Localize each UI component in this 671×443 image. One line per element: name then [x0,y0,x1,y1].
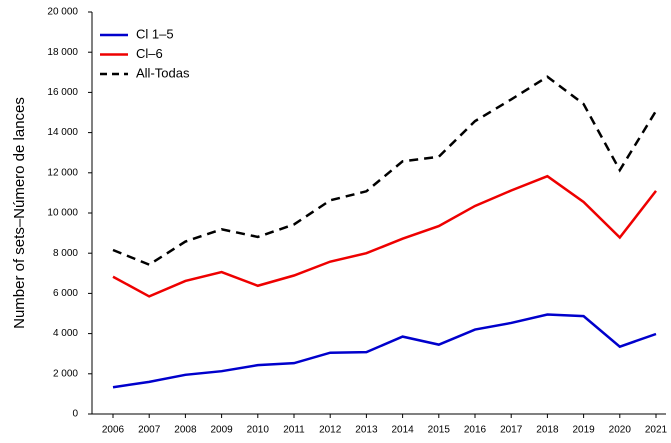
y-tick-label: 18 000 [47,47,78,58]
y-tick-label: 14 000 [47,127,78,138]
x-tick-label: 2019 [572,425,595,436]
y-tick-label: 2 000 [53,368,78,379]
x-tick-label: 2008 [174,425,197,436]
y-axis-label: Number of sets–Número de lances [11,97,28,329]
y-tick-label: 12 000 [47,167,78,178]
y-tick-label: 8 000 [53,248,78,259]
x-tick-label: 2009 [210,425,233,436]
series-line [112,174,657,298]
y-tick-label: 6 000 [53,288,78,299]
x-tick-label: 2013 [355,425,378,436]
x-tick-label: 2014 [391,425,414,436]
x-tick-label: 2021 [645,425,668,436]
x-tick-label: 2015 [428,425,451,436]
x-tick-label: 2006 [102,425,125,436]
y-tick-label: 0 [72,409,78,420]
legend-label: Cl 1–5 [136,26,174,41]
series-line [112,75,658,267]
y-tick-label: 16 000 [47,87,78,98]
series-line [112,313,657,389]
x-tick-label: 2007 [138,425,161,436]
x-tick-label: 2018 [536,425,559,436]
x-tick-label: 2010 [247,425,270,436]
y-tick-label: 10 000 [47,208,78,219]
x-tick-label: 2011 [283,425,305,436]
x-tick-label: 2017 [500,425,523,436]
y-tick-label: 20 000 [47,7,78,18]
x-tick-label: 2012 [319,425,342,436]
legend-label: Cl–6 [136,46,163,61]
x-tick-label: 2020 [609,425,632,436]
legend-label: All-Todas [136,65,190,80]
y-tick-label: 4 000 [53,328,78,339]
x-tick-label: 2016 [464,425,487,436]
